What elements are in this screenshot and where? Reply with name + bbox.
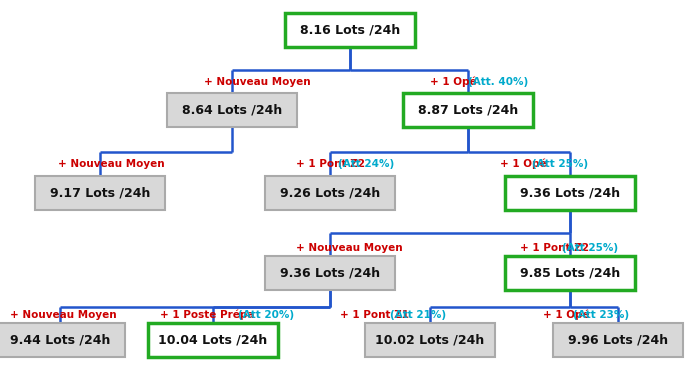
Text: (Att. 40%): (Att. 40%) [468,77,528,87]
Text: (Att 23%): (Att 23%) [573,310,629,320]
FancyBboxPatch shape [0,323,125,357]
Text: + Nouveau Moyen: + Nouveau Moyen [204,77,311,87]
FancyBboxPatch shape [505,176,635,210]
Text: (Att 24%): (Att 24%) [338,159,394,169]
Text: 8.64 Lots /24h: 8.64 Lots /24h [182,104,282,117]
Text: + 1 Pont Z2: + 1 Pont Z2 [520,243,589,253]
Text: + 1 Pont Z2: + 1 Pont Z2 [296,159,365,169]
Text: + 1 Opé: + 1 Opé [543,310,589,320]
FancyBboxPatch shape [148,323,278,357]
FancyBboxPatch shape [403,93,533,127]
Text: (Att 20%): (Att 20%) [238,310,294,320]
Text: (Att 25%): (Att 25%) [532,159,588,169]
Text: + Nouveau Moyen: + Nouveau Moyen [10,310,117,320]
FancyBboxPatch shape [167,93,297,127]
Text: 8.87 Lots /24h: 8.87 Lots /24h [418,104,518,117]
Text: 9.17 Lots /24h: 9.17 Lots /24h [50,187,150,200]
FancyBboxPatch shape [265,256,395,290]
Text: (Att 25%): (Att 25%) [562,243,618,253]
Text: 9.26 Lots /24h: 9.26 Lots /24h [280,187,380,200]
Text: 8.16 Lots /24h: 8.16 Lots /24h [300,24,400,37]
Text: + 1 Poste Prépa: + 1 Poste Prépa [160,310,255,320]
Text: + 1 Pont Z1: + 1 Pont Z1 [340,310,409,320]
Text: + 1 Opé: + 1 Opé [500,159,547,169]
FancyBboxPatch shape [553,323,683,357]
Text: + 1 Opé: + 1 Opé [430,77,477,87]
FancyBboxPatch shape [285,13,415,47]
Text: 9.36 Lots /24h: 9.36 Lots /24h [520,187,620,200]
Text: 9.85 Lots /24h: 9.85 Lots /24h [520,266,620,280]
Text: + Nouveau Moyen: + Nouveau Moyen [296,243,402,253]
Text: 10.02 Lots /24h: 10.02 Lots /24h [375,333,484,346]
FancyBboxPatch shape [365,323,495,357]
Text: 10.04 Lots /24h: 10.04 Lots /24h [158,333,267,346]
Text: 9.36 Lots /24h: 9.36 Lots /24h [280,266,380,280]
FancyBboxPatch shape [35,176,165,210]
FancyBboxPatch shape [265,176,395,210]
Text: 9.96 Lots /24h: 9.96 Lots /24h [568,333,668,346]
FancyBboxPatch shape [505,256,635,290]
Text: + Nouveau Moyen: + Nouveau Moyen [58,159,164,169]
Text: 9.44 Lots /24h: 9.44 Lots /24h [10,333,110,346]
Text: (Att 21%): (Att 21%) [390,310,446,320]
